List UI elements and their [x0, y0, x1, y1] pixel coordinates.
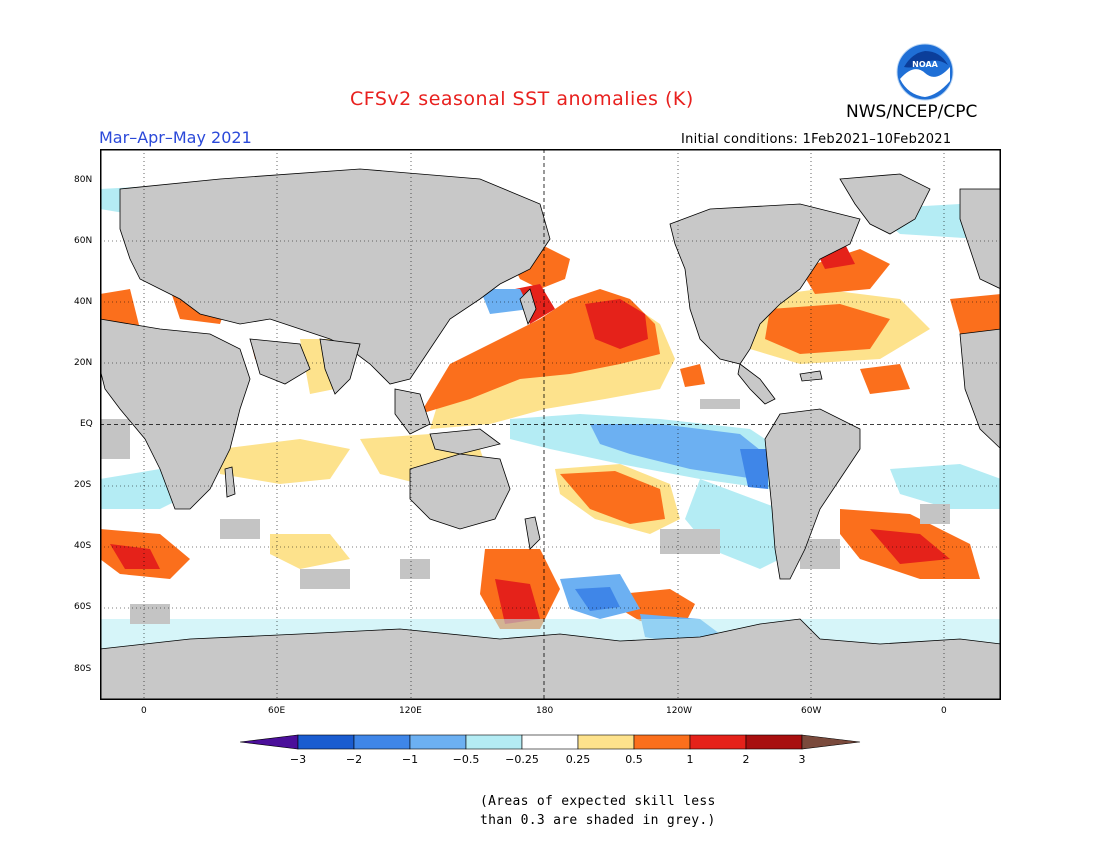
organization-label: NWS/NCEP/CPC — [846, 102, 978, 122]
season-label: Mar–Apr–May 2021 — [99, 128, 252, 147]
colorbar-box — [521, 734, 579, 750]
map-frame — [100, 149, 1001, 700]
colorbar-tick-label: 0.5 — [625, 753, 643, 766]
lat-label: 80N — [74, 175, 93, 185]
low-skill-areas — [100, 399, 950, 624]
lat-label: 80S — [74, 664, 92, 674]
lon-label: 60E — [268, 706, 286, 716]
colorbar — [240, 734, 861, 750]
lon-label: 120W — [666, 706, 693, 716]
footnote-line-1: (Areas of expected skill less — [480, 794, 716, 809]
colorbar-min-triangle — [240, 734, 299, 750]
lon-label: 180 — [536, 706, 554, 716]
map-title: CFSv2 seasonal SST anomalies (K) — [350, 88, 694, 110]
sst-anomaly-map — [100, 149, 1001, 700]
colorbar-box — [633, 734, 691, 750]
lat-label: 40N — [74, 297, 93, 307]
colorbar-box — [297, 734, 355, 750]
colorbar-tick-label: −0.5 — [452, 753, 480, 766]
colorbar-tick-label: −1 — [401, 753, 419, 766]
colorbar-max-triangle — [801, 734, 861, 750]
warm-anomalies — [100, 244, 1001, 629]
colorbar-box — [353, 734, 411, 750]
colorbar-tick-label: 2 — [742, 753, 750, 766]
lat-label: 20S — [74, 480, 92, 490]
skill-footnote: (Areas of expected skill less than 0.3 a… — [480, 792, 716, 830]
lat-label: 60N — [74, 236, 93, 246]
noaa-logo: NOAA — [896, 43, 954, 101]
lat-label: 20N — [74, 358, 93, 368]
lon-label: 0 — [141, 706, 147, 716]
colorbar-tick-label: 3 — [798, 753, 806, 766]
lat-label: 40S — [74, 541, 92, 551]
colorbar-tick-label: 1 — [686, 753, 694, 766]
lon-label: 120E — [399, 706, 422, 716]
graticule — [100, 149, 1001, 700]
lon-label: 60W — [801, 706, 822, 716]
svg-text:NOAA: NOAA — [912, 60, 938, 69]
lon-label: 0 — [941, 706, 947, 716]
footnote-line-2: than 0.3 are shaded in grey.) — [480, 813, 716, 828]
colorbar-box — [745, 734, 803, 750]
land-masses — [100, 168, 1001, 700]
colorbar-box — [465, 734, 523, 750]
colorbar-tick-label: −2 — [345, 753, 363, 766]
colorbar-box — [689, 734, 747, 750]
colorbar-tick-label: −0.25 — [505, 753, 539, 766]
lat-label: 60S — [74, 602, 92, 612]
colorbar-tick-label: −3 — [289, 753, 307, 766]
initial-conditions-label: Initial conditions: 1Feb2021–10Feb2021 — [681, 132, 952, 147]
colorbar-tick-label: 0.25 — [565, 753, 591, 766]
colorbar-box — [409, 734, 467, 750]
lat-label: EQ — [80, 419, 93, 429]
colorbar-box — [577, 734, 635, 750]
